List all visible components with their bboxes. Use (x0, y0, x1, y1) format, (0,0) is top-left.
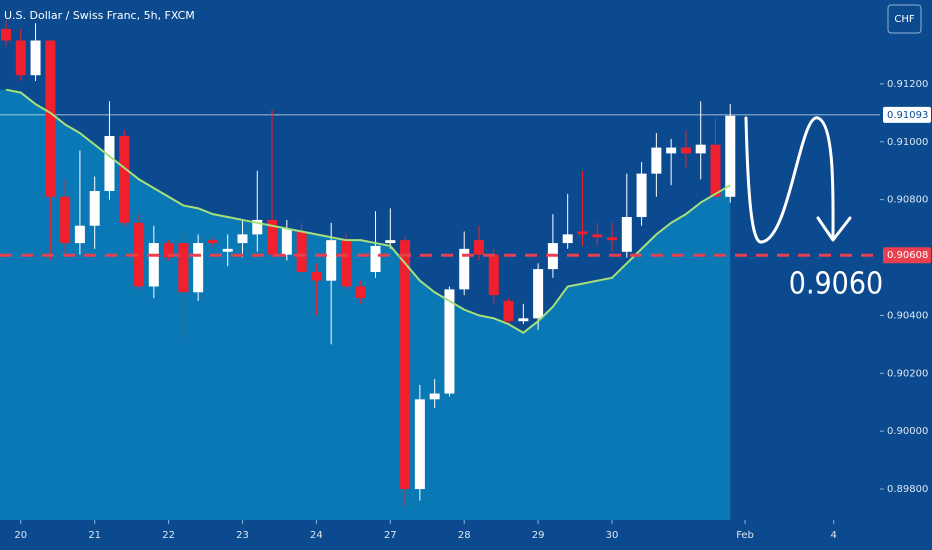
candle-body (193, 243, 204, 293)
last-price-label: 0.91093 (887, 110, 928, 121)
candle-body (592, 234, 603, 238)
target-price-tag (883, 247, 931, 264)
y-tick-label: 0.91000 (887, 137, 928, 148)
x-tick-label: 23 (236, 530, 249, 541)
candle-body (267, 219, 278, 255)
y-tick-label: 0.91200 (887, 79, 928, 90)
candle-body (370, 245, 381, 273)
candle-body (444, 289, 455, 394)
x-tick-label: 21 (88, 530, 101, 541)
candle-body (15, 40, 26, 76)
ma-area (0, 89, 731, 520)
candle-body (666, 147, 677, 154)
x-tick-label: 29 (532, 530, 545, 541)
arrow-head (816, 216, 852, 242)
y-tick-label: 0.90400 (887, 310, 928, 321)
candle-body (326, 240, 337, 281)
candle-body (104, 136, 115, 191)
candle-body (621, 217, 632, 252)
candle-body (222, 248, 233, 252)
x-tick-label: Feb (736, 530, 754, 541)
candle-body (518, 318, 529, 322)
x-tick-label: 22 (162, 530, 175, 541)
x-tick-label: 24 (310, 530, 323, 541)
x-tick-label: 20 (14, 530, 27, 541)
drawing-arrow (744, 116, 835, 244)
candle-body (680, 147, 691, 154)
candle-body (207, 240, 218, 244)
candle-body (562, 234, 573, 244)
candle-body (355, 286, 366, 299)
candle-body (607, 237, 618, 241)
x-tick-label: 30 (606, 530, 619, 541)
candle-body (710, 144, 721, 197)
candle-body (400, 240, 411, 490)
candle-body (414, 399, 425, 490)
candle-body (148, 243, 159, 287)
candle-body (488, 254, 499, 296)
candle-body (473, 240, 484, 255)
candle-body (30, 40, 41, 76)
candle-body (651, 147, 662, 174)
candle-body (385, 240, 396, 244)
candle-body (163, 243, 174, 258)
candle-body (74, 225, 85, 244)
chart-title: U.S. Dollar / Swiss Franc, 5h, FXCM (4, 9, 195, 22)
x-tick-label: 4 (831, 530, 837, 541)
x-tick-label: 27 (384, 530, 397, 541)
candle-body (695, 144, 706, 154)
plot-area (0, 20, 880, 520)
candle-body (725, 115, 736, 197)
candle-body (45, 40, 56, 197)
candle-body (281, 228, 292, 255)
candle-body (1, 28, 12, 41)
candle-body (503, 300, 514, 322)
candle-body (296, 231, 307, 273)
candle-body (237, 234, 248, 244)
candle-body (577, 231, 588, 235)
candle-body (340, 240, 351, 287)
candle-body (311, 272, 322, 281)
last-price-tag (883, 106, 931, 123)
candle-body (636, 173, 647, 218)
candle-body (89, 190, 100, 226)
candle-body (459, 248, 470, 290)
y-tick-label: 0.90000 (887, 426, 928, 437)
currency-button[interactable] (887, 4, 922, 34)
candle-body (533, 269, 544, 319)
y-tick-label: 0.90800 (887, 195, 928, 206)
ma-line (5, 88, 731, 334)
x-tick-label: 28 (458, 530, 471, 541)
y-tick-label: 0.90200 (887, 368, 928, 379)
candle-body (252, 219, 263, 235)
annotation: 0.9060 (789, 267, 883, 302)
candle-body (60, 196, 71, 244)
y-tick-label: 0.89800 (887, 484, 928, 495)
candle-body (119, 136, 130, 223)
target-price-label: 0.90608 (887, 250, 928, 261)
candle-body (178, 243, 189, 293)
candle-body (429, 393, 440, 400)
candle-body (134, 222, 145, 287)
currency-button-label[interactable]: CHF (894, 14, 915, 25)
